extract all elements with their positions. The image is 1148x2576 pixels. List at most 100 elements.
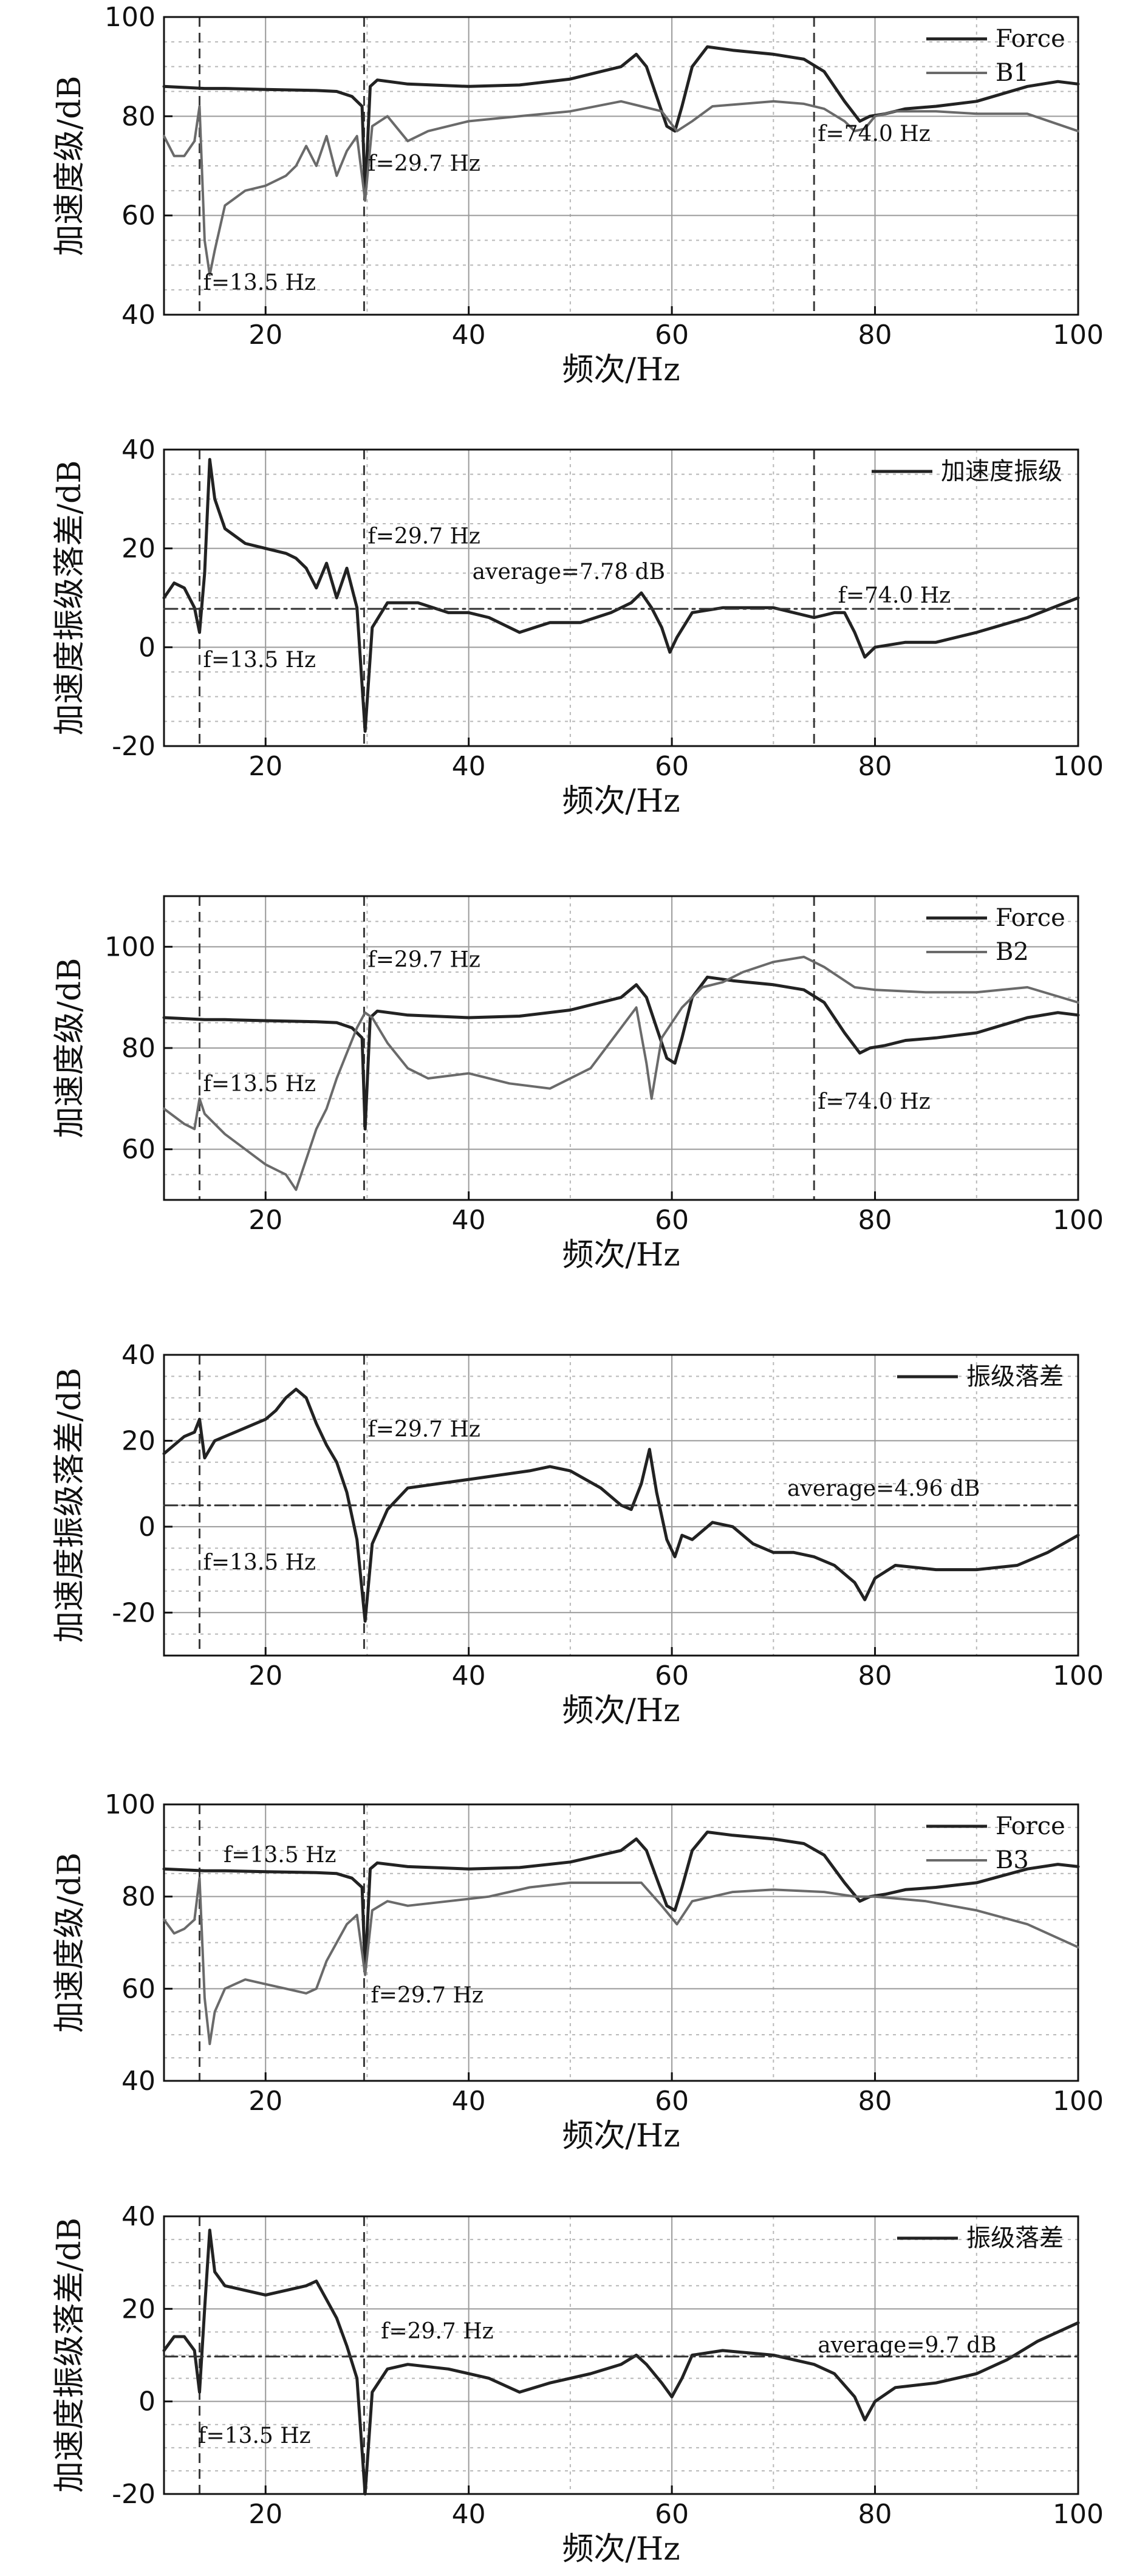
x-tick-label: 40	[452, 1660, 486, 1691]
annotation-label: f=29.7 Hz	[367, 1417, 480, 1442]
annotation-label: f=29.7 Hz	[367, 151, 480, 176]
x-tick-label: 20	[248, 751, 282, 782]
annotation-label: f=29.7 Hz	[371, 1983, 483, 2008]
y-tick-label: 40	[121, 2201, 155, 2232]
x-tick-label: 20	[248, 2499, 282, 2530]
y-tick-label: 100	[104, 2, 155, 33]
y-tick-label: 40	[121, 1340, 155, 1371]
annotation-label: average=7.78 dB	[473, 560, 665, 584]
legend-label: Force	[996, 25, 1065, 53]
y-tick-label: -20	[112, 731, 155, 762]
x-tick-label: 40	[452, 751, 486, 782]
y-tick-label: 0	[138, 632, 155, 663]
x-axis-title: 频次/Hz	[562, 783, 680, 820]
x-tick-label: 60	[655, 320, 689, 351]
y-tick-label: 40	[121, 2066, 155, 2097]
x-tick-label: 80	[858, 1660, 892, 1691]
y-axis-title: 加速度振级落差/dB	[52, 460, 88, 735]
x-tick-label: 20	[248, 320, 282, 351]
annotation-label: f=29.7 Hz	[367, 948, 480, 973]
x-tick-label: 100	[1053, 1205, 1104, 1236]
plot-frame	[163, 1803, 1079, 2082]
x-axis-title: 频次/Hz	[562, 2531, 680, 2567]
y-tick-label: 80	[121, 101, 155, 132]
annotation-label: f=74.0 Hz	[838, 583, 951, 608]
plot-frame	[163, 2215, 1079, 2495]
y-axis-title: 加速度级/dB	[52, 75, 88, 256]
legend-label: B2	[996, 938, 1029, 966]
annotation-label: f=74.0 Hz	[818, 1089, 930, 1114]
series-line	[162, 1388, 1080, 1623]
x-axis-title: 频次/Hz	[562, 1693, 680, 1729]
series-line	[163, 100, 1079, 276]
annotation-label: f=74.0 Hz	[818, 122, 930, 146]
y-tick-label: 80	[121, 1033, 155, 1064]
y-tick-label: -20	[112, 1597, 155, 1628]
x-tick-label: 100	[1053, 2086, 1104, 2117]
chart-panel-1: 20 40 60 80 100 40 60 80 100 频次/Hz 加速度级/dB Force B1 f…	[52, 2, 1104, 388]
series-line	[162, 1831, 1080, 1972]
x-tick-label: 60	[655, 1205, 689, 1236]
annotation-label: f=13.5 Hz	[198, 2424, 310, 2448]
x-tick-label: 20	[248, 1660, 282, 1691]
x-tick-label: 40	[452, 320, 486, 351]
x-tick-label: 100	[1053, 751, 1104, 782]
annotation-label: f=13.5 Hz	[203, 270, 316, 295]
legend-label: B1	[996, 59, 1029, 87]
x-tick-label: 40	[452, 1205, 486, 1236]
x-tick-label: 80	[858, 1205, 892, 1236]
y-tick-label: 100	[104, 1789, 155, 1820]
y-axis-title: 加速度级/dB	[52, 1852, 88, 2033]
annotation-label: f=29.7 Hz	[381, 2319, 493, 2344]
y-tick-label: 0	[138, 1512, 155, 1543]
y-tick-label: 40	[121, 300, 155, 331]
legend-label: Force	[996, 1812, 1065, 1840]
legend-label: 振级落差	[966, 1363, 1064, 1391]
x-tick-label: 80	[858, 2086, 892, 2117]
x-tick-label: 80	[858, 751, 892, 782]
chart-panel-2: 20 40 60 80 100 -20 0 20 40 频次/Hz 加速度振级落差/dB 加速度振级 f…	[52, 434, 1104, 820]
y-tick-label: 60	[121, 200, 155, 231]
y-axis-title: 加速度振级落差/dB	[52, 1368, 88, 1643]
chart-panel-4: 20 40 60 80 100 -20 0 20 40 频次/Hz 加速度振级落差/dB 振级落差 f=…	[52, 1340, 1104, 1729]
y-tick-label: 60	[121, 1134, 155, 1165]
x-tick-label: 60	[655, 2086, 689, 2117]
annotation-label: f=29.7 Hz	[367, 524, 480, 549]
y-axis-title: 加速度振级落差/dB	[52, 2218, 88, 2493]
y-axis-title: 加速度级/dB	[52, 957, 88, 1138]
annotation-label: average=9.7 dB	[818, 2333, 997, 2358]
y-tick-label: 60	[121, 1973, 155, 2004]
x-tick-label: 40	[452, 2499, 486, 2530]
series-line	[162, 975, 1080, 1131]
annotation-label: f=13.5 Hz	[224, 1843, 336, 1868]
x-axis-title: 频次/Hz	[562, 2118, 680, 2154]
plot-frame	[163, 16, 1079, 316]
series-line	[162, 457, 1080, 733]
annotation-label: average=4.96 dB	[787, 1476, 980, 1501]
chart-panel-3: 20 40 60 80 100 60 80 100 频次/Hz 加速度级/dB Force B2 f=2…	[52, 895, 1104, 1273]
legend-label: 加速度振级	[941, 457, 1062, 485]
series-line	[162, 45, 1080, 197]
legend-label: B3	[996, 1846, 1029, 1874]
y-tick-label: 20	[121, 2293, 155, 2324]
legend-label: 振级落差	[966, 2224, 1064, 2252]
series-line	[163, 1877, 1079, 2046]
x-tick-label: 60	[655, 751, 689, 782]
y-tick-label: 20	[121, 1425, 155, 1456]
x-tick-label: 20	[248, 2086, 282, 2117]
chart-panel-5: 20 40 60 80 100 40 60 80 100 频次/Hz 加速度级/dB Force B3 f…	[52, 1789, 1104, 2154]
x-tick-label: 60	[655, 2499, 689, 2530]
y-tick-label: 0	[138, 2386, 155, 2417]
x-tick-label: 20	[248, 1205, 282, 1236]
x-tick-label: 40	[452, 2086, 486, 2117]
x-axis-title: 频次/Hz	[562, 352, 680, 388]
x-tick-label: 100	[1053, 1660, 1104, 1691]
y-tick-label: -20	[112, 2479, 155, 2510]
y-tick-label: 80	[121, 1882, 155, 1913]
x-tick-label: 100	[1053, 320, 1104, 351]
y-tick-label: 20	[121, 533, 155, 564]
y-tick-label: 100	[104, 931, 155, 962]
annotation-label: f=13.5 Hz	[203, 1072, 316, 1097]
series-line	[162, 2228, 1080, 2496]
